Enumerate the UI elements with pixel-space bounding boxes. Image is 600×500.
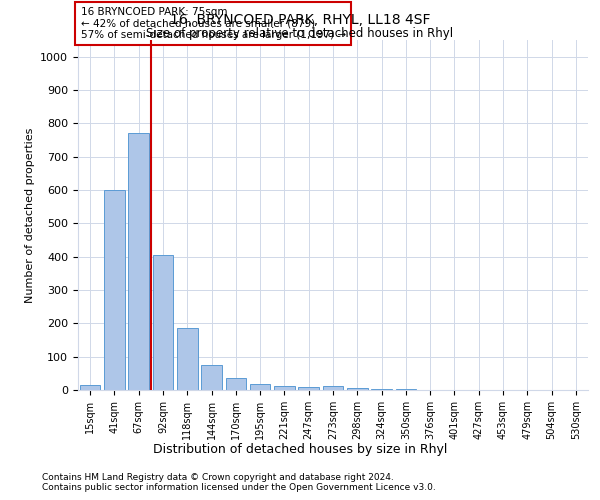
Text: Contains HM Land Registry data © Crown copyright and database right 2024.: Contains HM Land Registry data © Crown c… <box>42 472 394 482</box>
Bar <box>177 328 197 390</box>
Text: Size of property relative to detached houses in Rhyl: Size of property relative to detached ho… <box>146 28 454 40</box>
Bar <box>80 385 100 390</box>
Bar <box>298 386 319 390</box>
Bar <box>274 386 295 390</box>
Bar <box>371 389 392 390</box>
Text: Contains public sector information licensed under the Open Government Licence v3: Contains public sector information licen… <box>42 484 436 492</box>
Bar <box>104 190 125 390</box>
Bar <box>323 386 343 390</box>
Bar <box>152 255 173 390</box>
Bar <box>128 134 149 390</box>
Text: Distribution of detached houses by size in Rhyl: Distribution of detached houses by size … <box>153 442 447 456</box>
Bar <box>201 365 222 390</box>
Text: 16, BRYNCOED PARK, RHYL, LL18 4SF: 16, BRYNCOED PARK, RHYL, LL18 4SF <box>170 12 430 26</box>
Y-axis label: Number of detached properties: Number of detached properties <box>25 128 35 302</box>
Text: 16 BRYNCOED PARK: 75sqm
← 42% of detached houses are smaller (879)
57% of semi-d: 16 BRYNCOED PARK: 75sqm ← 42% of detache… <box>80 7 346 40</box>
Bar <box>250 384 271 390</box>
Bar <box>347 388 368 390</box>
Bar <box>226 378 246 390</box>
